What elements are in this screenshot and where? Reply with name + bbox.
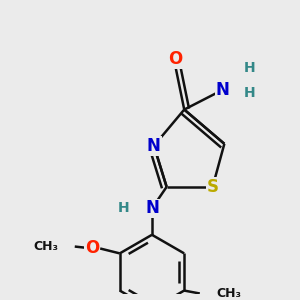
Text: S: S [207, 178, 219, 196]
Text: H: H [244, 86, 256, 100]
Text: CH₃: CH₃ [216, 287, 242, 300]
Text: O: O [85, 239, 100, 257]
Text: H: H [118, 201, 129, 215]
Text: N: N [145, 200, 159, 217]
Text: CH₃: CH₃ [33, 240, 58, 253]
Text: H: H [244, 61, 256, 76]
Text: N: N [215, 81, 229, 99]
Text: O: O [168, 50, 183, 68]
Text: N: N [147, 137, 161, 155]
